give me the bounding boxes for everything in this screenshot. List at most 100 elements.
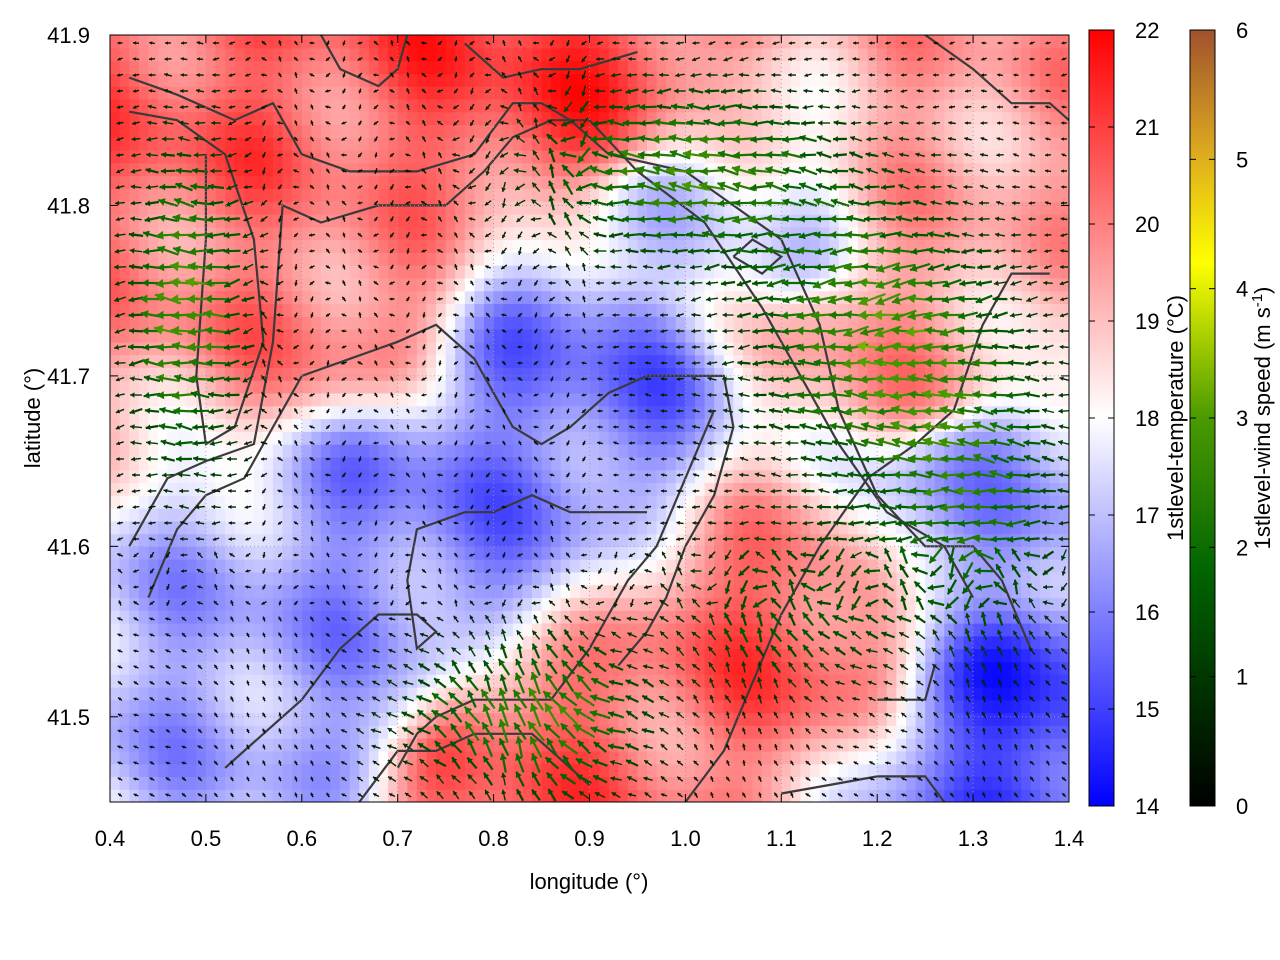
heatmap-cell [819,750,830,765]
heatmap-cell [311,456,322,471]
heatmap-cell [158,124,169,138]
heatmap-cell [848,392,859,407]
heatmap-cell [570,392,581,407]
heatmap-cell [858,571,869,586]
heatmap-cell [637,725,648,739]
heatmap-cell [608,661,619,675]
heatmap-cell [388,252,399,266]
heatmap-cell [273,405,284,420]
heatmap-cell [829,367,840,381]
heatmap-cell [858,188,869,202]
heatmap-cell [359,763,370,777]
heatmap-cell [253,546,265,560]
heatmap-cell [896,137,907,151]
heatmap-cell [618,367,629,381]
heatmap-cell [359,750,370,765]
heatmap-cell [522,405,533,420]
heatmap-cell [589,559,600,573]
heatmap-cell [292,495,303,509]
heatmap-cell [522,175,533,189]
heatmap-cell [397,648,408,662]
heatmap-cell [906,750,917,765]
heatmap-cell [416,571,428,586]
heatmap-cell [129,776,140,790]
heatmap-cell [167,252,178,266]
heatmap-cell [388,111,399,126]
heatmap-cell [896,201,907,215]
heatmap-cell [148,418,159,432]
heatmap-cell [810,431,821,445]
heatmap-cell [800,418,811,432]
heatmap-cell [205,162,217,177]
heatmap-cell [656,418,667,432]
heatmap-cell [474,674,485,688]
heatmap-cell [196,674,207,688]
heatmap-cell [637,124,648,138]
heatmap-cell [148,316,159,330]
heatmap-cell [464,214,475,228]
heatmap-cell [723,111,734,126]
heatmap-cell [426,725,437,739]
heatmap-cell [464,444,475,458]
heatmap-cell [570,635,581,650]
heatmap-cell [685,150,696,164]
heatmap-cell [263,597,274,611]
heatmap-cell [225,431,236,445]
heatmap-cell [541,712,552,726]
heatmap-cell [532,635,543,650]
heatmap-cell [627,175,639,189]
heatmap-cell [244,162,255,177]
heatmap-cell [781,456,792,471]
heatmap-cell [330,367,341,381]
heatmap-cell [838,520,849,535]
heatmap-cell [589,699,600,714]
heatmap-cell [110,456,121,471]
heatmap-cell [311,265,322,279]
heatmap-cell [704,418,715,432]
heatmap-cell [714,418,725,432]
heatmap-cell [244,367,255,381]
heatmap-cell [752,47,763,62]
heatmap-cell [503,405,514,420]
heatmap-cell [714,35,725,49]
heatmap-cell [436,124,447,138]
heatmap-cell [532,98,543,113]
heatmap-cell [445,571,456,586]
heatmap-cell [647,495,658,509]
heatmap-cell [205,738,217,752]
heatmap-cell [484,137,495,151]
heatmap-cell [321,303,332,317]
heatmap-cell [800,725,811,739]
heatmap-cell [848,686,859,701]
heatmap-cell [215,597,226,611]
heatmap-cell [397,686,408,701]
heatmap-cell [129,738,140,752]
heatmap-cell [627,86,639,100]
heatmap-cell [340,559,351,573]
heatmap-cell [426,571,437,586]
heatmap-cell [282,559,293,573]
heatmap-cell [858,47,869,62]
heatmap-cell [292,60,303,74]
heatmap-cell [148,60,159,74]
heatmap-cell [551,444,562,458]
heatmap-cell [532,495,543,509]
heatmap-cell [493,124,504,138]
heatmap-cell [484,214,495,228]
heatmap-cell [790,47,802,62]
heatmap-cell [771,60,782,74]
heatmap-cell [253,763,265,777]
heatmap-cell [560,763,571,777]
heatmap-cell [742,354,754,368]
heatmap-cell [301,635,312,650]
heatmap-cell [819,712,830,726]
heatmap-cell [359,47,370,62]
heatmap-cell [493,175,504,189]
heatmap-cell [771,571,782,586]
heatmap-cell [493,214,504,228]
heatmap-cell [742,111,754,126]
heatmap-cell [282,98,293,113]
heatmap-cell [253,265,265,279]
heatmap-cell [886,776,897,790]
heatmap-cell [110,60,121,74]
